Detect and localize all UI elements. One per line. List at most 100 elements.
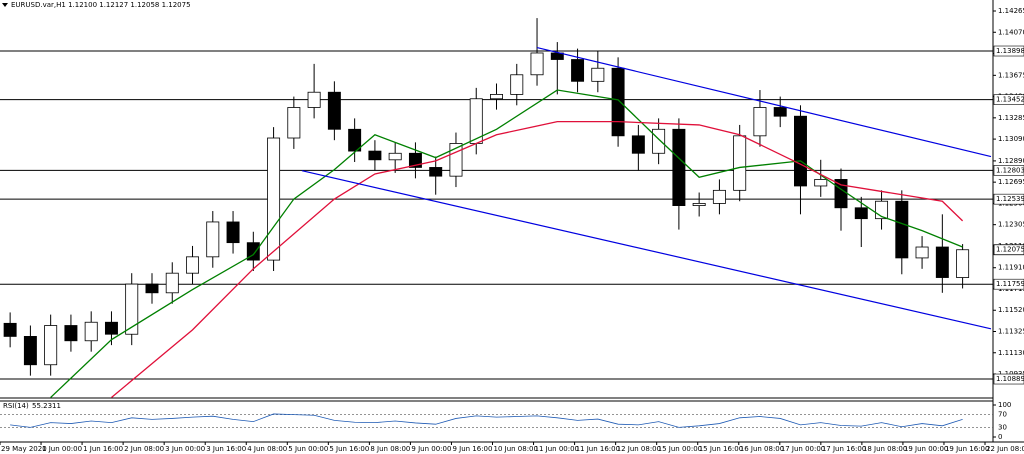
candle-body <box>652 128 666 154</box>
y-tick-label: 1.12890 <box>998 157 1024 165</box>
moving-average <box>111 121 964 398</box>
candle-body <box>915 246 929 259</box>
candle-body <box>368 150 382 161</box>
y-tick-label: 1.11520 <box>998 306 1024 314</box>
trendline <box>301 170 992 330</box>
candle-body <box>753 107 767 137</box>
y-tick-label: 1.14265 <box>998 7 1024 15</box>
candle-body <box>348 128 362 152</box>
level-label: 1.13898 <box>996 47 1024 55</box>
candle-body <box>510 74 524 95</box>
candle-body <box>773 107 787 117</box>
x-tick-label: 9 Jun 00:00 <box>411 445 451 453</box>
candle-body <box>44 325 58 366</box>
x-tick-label: 16 Jun 08:00 <box>740 445 784 453</box>
candle-body <box>794 115 807 187</box>
current-price-label: 1.12075 <box>996 246 1024 254</box>
x-tick-label: 19 Jun 00:00 <box>904 445 948 453</box>
x-tick-label: 1 Jun 00:00 <box>42 445 82 453</box>
y-tick-label: 1.13090 <box>998 135 1024 143</box>
x-tick-label: 17 Jun 00:00 <box>781 445 825 453</box>
y-tick-label: 1.11130 <box>998 349 1024 357</box>
candle-body <box>834 179 848 209</box>
level-label: 1.13452 <box>996 96 1024 104</box>
x-tick-label: 5 Jun 16:00 <box>329 445 369 453</box>
x-tick-label: 11 Jun 16:00 <box>576 445 620 453</box>
candle-body <box>388 152 402 161</box>
candle-body <box>186 256 199 274</box>
candle-body <box>64 325 78 342</box>
candle-body <box>165 272 179 294</box>
x-tick-label: 8 Jun 08:00 <box>370 445 410 453</box>
x-tick-label: 4 Jun 08:00 <box>247 445 287 453</box>
y-tick-label: 1.12305 <box>998 221 1024 229</box>
candle-body <box>490 94 503 100</box>
x-tick-label: 17 Jun 16:00 <box>822 445 866 453</box>
current-price-box <box>993 244 1024 256</box>
rsi-value: 55.2311 <box>32 402 61 410</box>
x-tick-label: 5 Jun 00:00 <box>288 445 328 453</box>
candle-body <box>692 203 706 206</box>
candle-body <box>733 135 747 191</box>
x-tick-label: 15 Jun 00:00 <box>658 445 702 453</box>
x-tick-label: 10 Jun 08:00 <box>494 445 538 453</box>
y-tick-label: 1.11325 <box>998 328 1024 336</box>
level-label: 1.11759 <box>996 280 1024 288</box>
candle-body <box>712 189 726 204</box>
x-tick-label: 22 Jun 08:00 <box>986 445 1024 453</box>
level-label: 1.12803 <box>996 166 1024 174</box>
y-tick-label: 1.11910 <box>998 264 1024 272</box>
candle-body <box>267 137 281 261</box>
candle-body <box>935 246 949 278</box>
candle-body <box>429 167 443 177</box>
level-label-box <box>993 193 1024 205</box>
candle-body <box>226 221 240 244</box>
x-tick-label: 3 Jun 16:00 <box>206 445 246 453</box>
candle-body <box>530 52 544 76</box>
x-tick-label: 18 Jun 08:00 <box>863 445 907 453</box>
candle-body <box>591 67 605 82</box>
chart-title: EURUSD.var,H1 1.12100 1.12127 1.12058 1.… <box>11 1 191 9</box>
candle-body <box>814 179 828 187</box>
rsi-tick-label: 100 <box>998 401 1011 409</box>
menu-arrow[interactable] <box>2 3 8 7</box>
candle-body <box>611 67 625 137</box>
x-tick-label: 3 Jun 00:00 <box>165 445 205 453</box>
x-tick-label: 9 Jun 16:00 <box>452 445 492 453</box>
level-label-box <box>993 45 1024 57</box>
level-label-box <box>993 94 1024 105</box>
y-tick-label: 1.13285 <box>998 114 1024 122</box>
rsi-tick-label: 0 <box>998 433 1002 441</box>
candle-body <box>125 283 139 335</box>
moving-average <box>50 89 963 398</box>
candle-body <box>956 249 970 278</box>
candle-body <box>631 135 645 154</box>
candle-body <box>84 321 98 342</box>
trendline <box>536 46 992 158</box>
x-tick-label: 15 Jun 16:00 <box>699 445 743 453</box>
candle-body <box>287 107 301 139</box>
candle-body <box>327 91 341 130</box>
x-tick-label: 1 Jun 16:00 <box>83 445 123 453</box>
candle-body <box>3 322 17 337</box>
candle-body <box>854 207 868 220</box>
level-label-box <box>993 165 1024 176</box>
x-tick-label: 12 Jun 08:00 <box>617 445 661 453</box>
candle-body <box>449 143 463 177</box>
candle-body <box>408 152 422 168</box>
rsi-tick-label: 70 <box>998 411 1007 419</box>
candle-body <box>145 283 159 294</box>
candle-body <box>895 200 909 259</box>
candle-body <box>672 128 686 206</box>
level-label-box <box>993 278 1024 290</box>
y-tick-label: 1.12695 <box>998 178 1024 186</box>
x-tick-label: 29 May 2020 <box>1 445 47 453</box>
level-label: 1.10889 <box>996 375 1024 383</box>
rsi-name: RSI(14) <box>3 402 29 410</box>
candle-body <box>206 221 220 258</box>
candle-body <box>571 59 585 82</box>
candle-body <box>307 91 321 108</box>
rsi-line <box>10 413 963 428</box>
